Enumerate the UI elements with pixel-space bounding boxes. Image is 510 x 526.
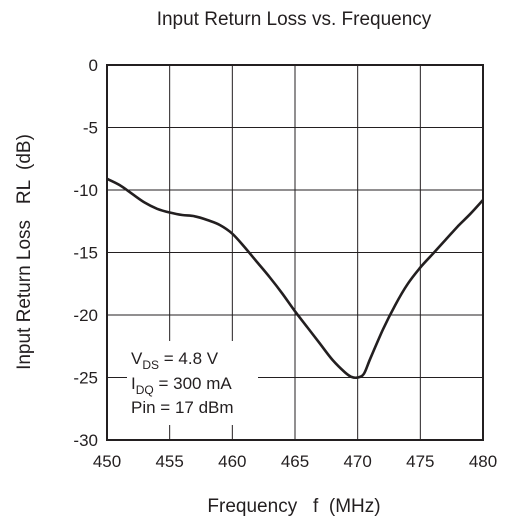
- y-tick-label: -25: [73, 369, 98, 388]
- annotation-idq-sub: DQ: [136, 383, 154, 397]
- x-tick-label: 470: [343, 452, 371, 471]
- x-tick-label: 455: [155, 452, 183, 471]
- y-tick-label: 0: [89, 56, 98, 75]
- y-tick-label: -20: [73, 306, 98, 325]
- plot-frame: [106, 64, 484, 441]
- annotation-vds: VDS = 4.8 V: [131, 349, 219, 372]
- y-ticks: 0 -5 -10 -15 -20 -25 -30: [73, 56, 98, 450]
- x-tick-label: 480: [469, 452, 497, 471]
- y-tick-label: -5: [83, 119, 98, 138]
- x-tick-label: 450: [93, 452, 121, 471]
- x-tick-label: 460: [218, 452, 246, 471]
- chart-title: Input Return Loss vs. Frequency: [157, 9, 432, 30]
- x-tick-label: 465: [281, 452, 309, 471]
- annotation-vds-rest: = 4.8 V: [159, 349, 219, 368]
- annotation-pin: Pin = 17 dBm: [131, 398, 234, 417]
- y-tick-label: -15: [73, 244, 98, 263]
- annotation-idq-main: I: [131, 374, 136, 393]
- annotation-vds-main: V: [131, 349, 143, 368]
- y-tick-label: -10: [73, 181, 98, 200]
- annotation-vds-sub: DS: [142, 358, 159, 372]
- x-ticks: 450 455 460 465 470 475 480: [93, 452, 497, 471]
- series-line: [106, 177, 484, 380]
- annotation-idq-rest: = 300 mA: [154, 374, 233, 393]
- x-axis-label: Frequency f (MHz): [207, 496, 380, 517]
- y-axis-label: Input Return Loss RL (dB): [14, 134, 35, 370]
- y-tick-label: -30: [73, 431, 98, 450]
- annotation-idq: IDQ = 300 mA: [131, 374, 232, 397]
- annotation-background: [127, 341, 258, 425]
- annotation-box: VDS = 4.8 V IDQ = 300 mA Pin = 17 dBm: [127, 341, 258, 425]
- x-tick-label: 475: [406, 452, 434, 471]
